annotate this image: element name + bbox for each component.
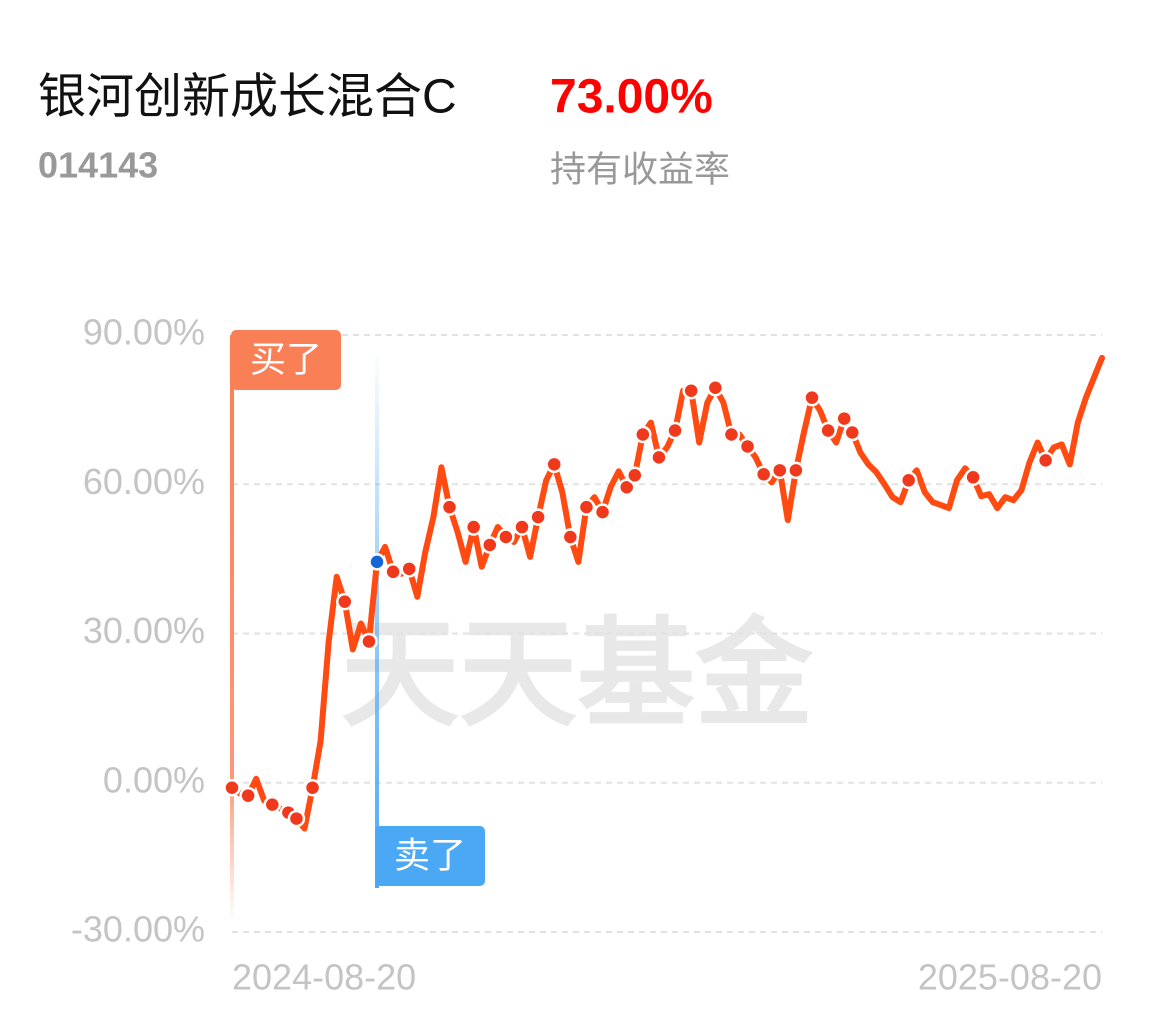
trade-dot xyxy=(722,425,741,444)
trade-dot xyxy=(303,778,322,797)
trade-dot xyxy=(964,468,982,487)
trade-dot xyxy=(626,466,644,485)
trade-dot xyxy=(561,528,580,546)
trade-dot xyxy=(336,592,354,611)
y-tick-label: 30.00% xyxy=(83,610,205,651)
trade-dot xyxy=(666,421,684,440)
sell-line xyxy=(375,348,379,888)
trade-dot xyxy=(497,528,515,546)
x-tick-label: 2025-08-20 xyxy=(918,957,1102,998)
trade-dot xyxy=(263,795,282,814)
trade-dot xyxy=(738,437,757,456)
trade-dot xyxy=(545,455,563,474)
trade-dot xyxy=(464,518,483,536)
trade-dot xyxy=(771,461,789,480)
buy-tag xyxy=(231,330,341,390)
trade-dot xyxy=(634,425,652,444)
trade-dot xyxy=(593,503,612,521)
trade-dot xyxy=(617,478,636,496)
trade-dot xyxy=(400,560,418,578)
trade-dot xyxy=(650,448,668,467)
x-tick-label: 2024-08-20 xyxy=(232,957,416,998)
trade-dot xyxy=(513,518,531,536)
return-label: 持有收益率 xyxy=(550,149,730,190)
trade-dot xyxy=(239,786,257,805)
fund-code: 014143 xyxy=(38,145,158,186)
y-tick-label: 60.00% xyxy=(83,461,205,502)
y-tick-label: -30.00% xyxy=(71,909,205,950)
trade-dot xyxy=(682,381,700,400)
trade-dot xyxy=(835,409,853,428)
trade-dot xyxy=(577,498,596,516)
trade-dot xyxy=(223,778,241,797)
y-tick-label: 90.00% xyxy=(83,312,205,353)
trade-dot xyxy=(384,563,402,581)
trade-dot xyxy=(754,465,773,484)
trade-dot xyxy=(706,378,725,397)
trade-dot xyxy=(481,536,499,554)
buy-label: 买了 xyxy=(250,339,322,380)
trade-dot xyxy=(803,388,821,407)
y-tick-label: 0.00% xyxy=(103,759,205,800)
trade-dot xyxy=(1036,451,1055,470)
trade-dot xyxy=(843,423,862,442)
buy-line xyxy=(230,335,234,922)
sell-label: 卖了 xyxy=(394,835,466,876)
trade-dot xyxy=(819,421,837,440)
sell-dot xyxy=(368,553,386,571)
trade-dot xyxy=(287,809,306,828)
trade-dot xyxy=(360,632,378,651)
sell-tag xyxy=(375,826,485,886)
watermark: 天天基金 xyxy=(341,609,814,741)
trade-dot xyxy=(529,508,547,526)
trade-dot xyxy=(899,471,918,490)
trade-dot xyxy=(440,498,459,516)
holding-return: 73.00% xyxy=(550,71,713,124)
trade-dot xyxy=(787,461,805,480)
fund-title: 银河创新成长混合C xyxy=(38,71,457,124)
